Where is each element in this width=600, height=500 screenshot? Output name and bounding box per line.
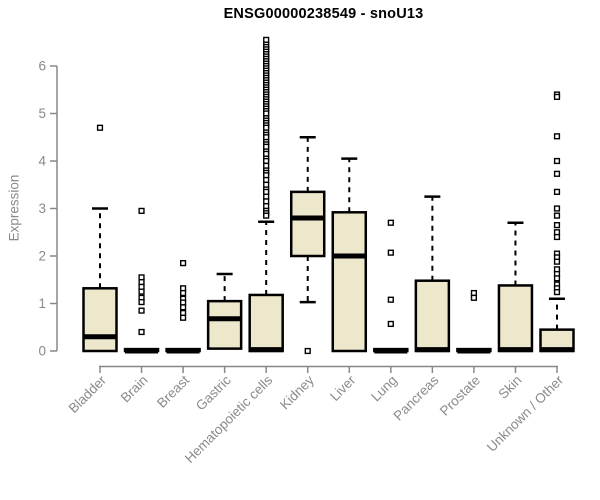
- x-category-label: Prostate: [437, 373, 483, 419]
- outlier-point: [138, 298, 145, 306]
- outlier-point: [304, 347, 311, 355]
- outlier-point: [553, 289, 561, 296]
- outlier-point: [553, 258, 561, 265]
- box-skin: [497, 284, 534, 353]
- x-category-label: Kidney: [277, 372, 317, 412]
- outlier-point: [96, 124, 104, 131]
- outlier-point: [179, 289, 187, 297]
- outlier-point: [553, 170, 561, 177]
- x-category-label: Gastric: [193, 372, 234, 413]
- outlier-point: [553, 133, 561, 140]
- y-tick-label: 3: [38, 201, 46, 216]
- outlier-point: [470, 294, 478, 301]
- outlier-point: [138, 328, 145, 336]
- outlier-point: [138, 288, 145, 295]
- x-category-label: Lung: [368, 373, 400, 405]
- outlier-point: [179, 260, 187, 267]
- outlier-point: [553, 222, 561, 229]
- y-tick-label: 5: [38, 106, 46, 121]
- outlier-point: [138, 207, 145, 214]
- box-pancreas: [414, 279, 451, 353]
- x-category-label: Pancreas: [391, 372, 442, 423]
- box-bladder: [82, 287, 118, 353]
- outlier-point: [553, 233, 561, 241]
- outlier-point: [138, 307, 145, 314]
- box-kidney: [289, 190, 326, 258]
- chart-title: ENSG00000238549 - snoU13: [223, 6, 424, 22]
- box-hematopoietic-cells: [248, 293, 284, 353]
- outlier-point: [553, 188, 561, 195]
- x-category-label: Bladder: [66, 372, 110, 416]
- y-tick-label: 2: [38, 249, 46, 264]
- x-category-label: Breast: [154, 372, 192, 410]
- outlier-point: [553, 205, 561, 212]
- y-tick-label: 4: [38, 154, 46, 169]
- box-liver: [331, 211, 368, 353]
- outlier-point: [553, 212, 561, 219]
- x-category-label: Brain: [118, 373, 151, 406]
- outlier-point: [553, 93, 561, 100]
- y-tick-label: 6: [38, 59, 46, 74]
- outlier-point: [179, 304, 187, 311]
- outlier-point: [553, 157, 561, 165]
- outlier-point: [553, 275, 561, 282]
- x-category-label: Liver: [327, 372, 359, 404]
- y-tick-label: 0: [38, 344, 46, 359]
- outlier-point: [387, 320, 394, 328]
- outlier-point: [179, 314, 187, 321]
- box-gastric: [206, 299, 243, 350]
- outlier-point: [387, 249, 394, 256]
- outlier-point: [263, 212, 270, 219]
- outlier-point: [387, 219, 394, 226]
- x-category-label: Unknown / Other: [484, 372, 567, 455]
- outlier-point: [387, 296, 394, 303]
- y-tick-label: 1: [38, 296, 46, 311]
- x-category-label: Skin: [495, 373, 524, 402]
